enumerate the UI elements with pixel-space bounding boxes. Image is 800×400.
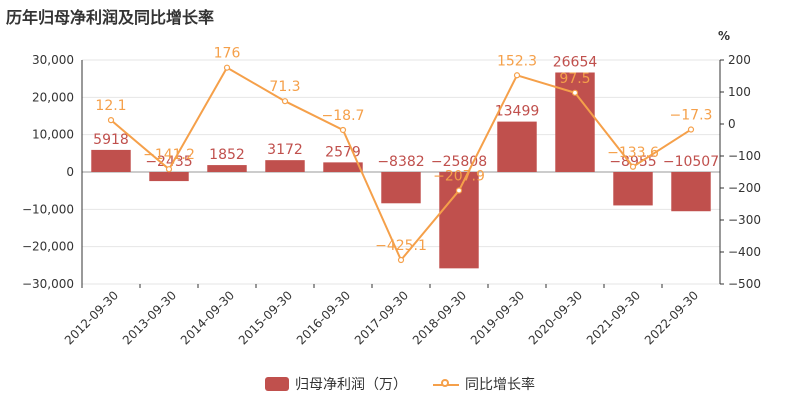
left-axis-tick-label: 0 — [66, 165, 74, 179]
right-axis-tick-label: −200 — [728, 181, 761, 195]
left-axis-tick-label: −20,000 — [22, 240, 74, 254]
profit-bar-label: 1852 — [209, 147, 245, 163]
left-axis-tick-label: 20,000 — [32, 90, 74, 104]
x-axis-tick-label: 2016-09-30 — [294, 288, 353, 347]
legend-label-profit: 归母净利润（万） — [295, 377, 407, 393]
chart-title: 历年归母净利润及同比增长率 — [6, 8, 215, 27]
profit-bar — [207, 165, 247, 172]
growth-point-label: −207.9 — [433, 169, 485, 185]
right-axis-tick-label: −300 — [728, 213, 761, 227]
right-axis-tick-label: 100 — [728, 85, 751, 99]
right-axis-tick-label: −100 — [728, 149, 761, 163]
growth-point — [455, 187, 463, 194]
profit-bar — [323, 162, 363, 172]
legend-bar-swatch — [265, 377, 289, 391]
growth-point-label: −133.6 — [607, 145, 659, 161]
profit-bar — [265, 160, 305, 172]
growth-point — [107, 117, 115, 124]
legend-item-growth[interactable]: 同比增长率 — [433, 374, 535, 394]
growth-point-label: 176 — [214, 46, 241, 62]
x-axis-tick-label: 2015-09-30 — [236, 288, 295, 347]
x-axis-tick-label: 2020-09-30 — [526, 288, 585, 347]
right-axis-unit: % — [718, 29, 730, 43]
left-axis-tick-label: −30,000 — [22, 277, 74, 291]
legend-item-profit[interactable]: 归母净利润（万） — [265, 374, 407, 394]
profit-bar-label: 26654 — [553, 54, 598, 70]
growth-point-label: −18.7 — [322, 108, 365, 124]
legend-label-growth: 同比增长率 — [465, 377, 535, 393]
x-axis-tick-label: 2014-09-30 — [178, 288, 237, 347]
x-axis-tick-label: 2013-09-30 — [120, 288, 179, 347]
profit-bar-label: 13499 — [495, 104, 540, 120]
growth-point-label: 12.1 — [95, 98, 126, 114]
growth-point-label: 71.3 — [269, 79, 300, 95]
profit-bar — [497, 121, 537, 172]
right-axis-tick-label: 0 — [728, 117, 736, 131]
growth-point-label: 97.5 — [559, 71, 590, 87]
profit-bar — [91, 149, 131, 172]
growth-point-label: −141.2 — [143, 147, 195, 163]
growth-point — [571, 89, 579, 96]
x-axis-tick-label: 2017-09-30 — [352, 288, 411, 347]
x-axis-tick-label: 2019-09-30 — [468, 288, 527, 347]
profit-bar-label: 3172 — [267, 142, 303, 158]
profit-bar-label: −8382 — [377, 154, 424, 170]
legend-line-swatch — [433, 377, 459, 391]
growth-point — [687, 126, 695, 133]
profit-bar — [613, 172, 653, 206]
right-axis-tick-label: −500 — [728, 277, 761, 291]
x-axis-tick-label: 2018-09-30 — [410, 288, 469, 347]
profit-bar — [439, 172, 479, 269]
growth-point-label: −425.1 — [375, 238, 427, 254]
profit-bar — [671, 172, 711, 212]
growth-point — [629, 163, 637, 170]
profit-bar — [555, 72, 595, 172]
x-axis-tick-label: 2012-09-30 — [62, 288, 121, 347]
left-axis-tick-label: −10,000 — [22, 202, 74, 216]
legend: 归母净利润（万） 同比增长率 — [0, 374, 800, 394]
profit-bar — [381, 172, 421, 204]
left-axis-tick-label: 10,000 — [32, 128, 74, 142]
growth-point-label: 152.3 — [497, 53, 537, 69]
growth-point — [281, 98, 289, 105]
growth-point — [165, 166, 173, 173]
x-axis-tick-label: 2022-09-30 — [642, 288, 701, 347]
x-axis-tick-label: 2021-09-30 — [584, 288, 643, 347]
profit-bar — [149, 172, 189, 182]
profit-bar-label: −25808 — [431, 154, 487, 170]
right-axis-tick-label: 200 — [728, 53, 751, 67]
growth-point — [339, 126, 347, 134]
profit-bar-label: 5918 — [93, 132, 129, 148]
growth-point-label: −17.3 — [670, 108, 713, 124]
growth-point — [513, 72, 521, 79]
profit-bar-label: −10507 — [663, 154, 719, 170]
growth-point — [223, 64, 231, 71]
right-axis-tick-label: −400 — [728, 245, 761, 259]
growth-point — [397, 256, 405, 264]
left-axis-tick-label: 30,000 — [32, 53, 74, 67]
